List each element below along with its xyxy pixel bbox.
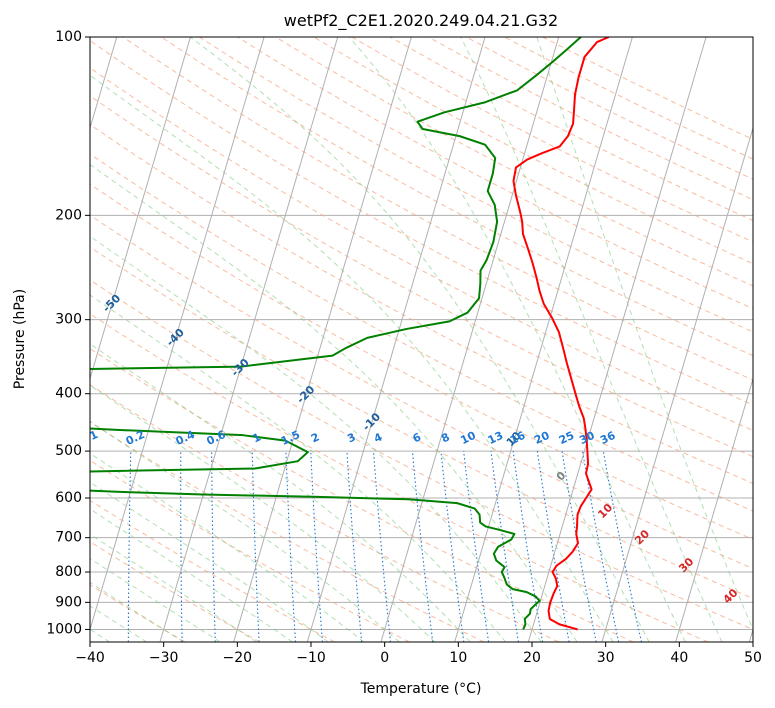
- dry-adiabat-line: [0, 37, 775, 642]
- mixing-ratio-line: [128, 451, 130, 642]
- x-tick-label: 10: [449, 650, 467, 666]
- dry-adiabat-line: [0, 37, 775, 642]
- isotherm-line: [234, 37, 412, 642]
- dry-adiabat-line: [0, 37, 775, 642]
- mixing-ratio-label: 0.4: [174, 428, 197, 448]
- x-tick-label: 20: [523, 650, 541, 666]
- mixing-ratio-label: 4: [372, 430, 385, 445]
- dry-adiabat-line: [199, 37, 775, 642]
- isotherm-line: [307, 37, 485, 642]
- mixing-ratio-line: [513, 451, 543, 642]
- dry-adiabat-line: [0, 37, 775, 642]
- mixing-ratio-line: [603, 451, 641, 642]
- y-tick-label: 600: [55, 490, 82, 506]
- dry-adiabat-line: [9, 37, 775, 642]
- moist-adiabat-line: [0, 37, 541, 642]
- isotherm-line: [455, 37, 633, 642]
- mixing-ratio-line: [412, 451, 432, 642]
- y-tick-label: 100: [55, 29, 82, 45]
- moist-adiabat-line: [0, 37, 435, 642]
- x-tick-label: 30: [597, 650, 615, 666]
- x-tick-label: 0: [380, 650, 389, 666]
- mixing-ratio-label: 1.5: [279, 428, 302, 448]
- y-tick-label: 900: [55, 594, 82, 610]
- moist-adiabats: [0, 37, 758, 642]
- mixing-ratio-line: [252, 451, 259, 642]
- moist-adiabat-line: [0, 37, 577, 642]
- isotherm-line: [381, 37, 559, 642]
- dry-adiabat-line: [276, 37, 775, 642]
- dry-adiabat-line: [0, 37, 775, 642]
- moist-adiabat-line: [0, 37, 399, 642]
- x-tick-label: −40: [75, 650, 105, 666]
- moist-adiabat-line: [461, 37, 722, 642]
- mixing-ratio-line: [212, 451, 216, 642]
- mixing-ratio-line: [464, 451, 489, 642]
- mixing-ratio-label: 25: [557, 429, 576, 447]
- y-tick-label: 200: [55, 207, 82, 223]
- y-tick-label: 800: [55, 564, 82, 580]
- y-tick-label: 700: [55, 530, 82, 546]
- x-tick-label: −10: [296, 650, 326, 666]
- mixing-ratio-label: 30: [577, 429, 597, 447]
- sounding-profiles: [0, 37, 609, 629]
- mixing-ratio-label: 36: [598, 429, 618, 447]
- temperature-profile-line: [513, 37, 608, 629]
- moist-adiabat-line: [0, 37, 256, 642]
- x-tick-label: 50: [744, 650, 762, 666]
- y-axis-label: Pressure (hPa): [12, 289, 28, 389]
- isotherm-label: -60: [39, 248, 62, 271]
- dry-adiabat-line: [85, 37, 775, 642]
- dry-adiabat-line: [0, 37, 775, 642]
- mixing-ratio-label: 13: [486, 429, 505, 447]
- mixing-ratio-line: [441, 451, 464, 642]
- dry-adiabat-line: [161, 37, 775, 642]
- mixing-ratio-line: [347, 451, 362, 642]
- mixing-ratio-label: 0.6: [205, 428, 228, 448]
- moist-adiabat-line: [0, 37, 470, 642]
- x-axis-ticks: −40 −30 −20 −10 0 10 20 30 40 50: [75, 642, 762, 666]
- isotherm-label: -30: [229, 356, 252, 379]
- mixing-ratio-line: [181, 451, 182, 642]
- isotherm-line: [160, 37, 338, 642]
- dry-adiabats: [0, 37, 775, 642]
- dry-adiabat-line: [543, 37, 775, 642]
- x-axis-label: Temperature (°C): [360, 681, 482, 697]
- moist-adiabat-line: [39, 37, 614, 642]
- isotherm-label: -20: [294, 383, 317, 406]
- mixing-ratio-line: [78, 451, 84, 642]
- isotherm-label: -50: [100, 291, 123, 314]
- moist-adiabat-line: [537, 37, 759, 642]
- chart-title: wetPf2_C2E1.2020.249.04.21.G32: [284, 11, 558, 31]
- isotherm-line: [602, 37, 775, 642]
- dry-adiabat-line: [505, 37, 775, 642]
- dry-adiabat-line: [0, 37, 484, 642]
- y-tick-label: 1000: [46, 621, 82, 637]
- x-tick-label: 40: [670, 650, 688, 666]
- isotherm-label: -10: [360, 410, 383, 433]
- mixing-ratio-label: 10: [458, 429, 478, 447]
- x-tick-label: −30: [149, 650, 179, 666]
- y-tick-label: 300: [55, 312, 82, 328]
- isotherm-line: [528, 37, 706, 642]
- y-tick-label: 500: [55, 443, 82, 459]
- mixing-ratio-label: 20: [532, 429, 552, 447]
- mixing-ratio-label: 2: [309, 430, 321, 445]
- dry-adiabat-line: [352, 37, 775, 642]
- dry-adiabat-line: [237, 37, 775, 642]
- y-axis-ticks: 100 200 300 400 500 600 700 800 900 1000: [46, 29, 90, 637]
- x-tick-label: −20: [223, 650, 253, 666]
- isotherms: [0, 37, 775, 642]
- dry-adiabat-line: [314, 37, 775, 642]
- isotherm-label: -40: [164, 326, 187, 349]
- dewpoint-profile-line: [0, 37, 581, 629]
- moist-adiabat-label: 40: [721, 586, 741, 606]
- mixing-ratio-label: 8: [439, 430, 451, 445]
- y-tick-label: 400: [55, 386, 82, 402]
- mixing-ratio-line: [311, 451, 323, 642]
- isotherm-label: -70: [0, 193, 5, 216]
- mixing-ratio-line: [374, 451, 391, 642]
- moist-adiabat-line: [0, 37, 506, 642]
